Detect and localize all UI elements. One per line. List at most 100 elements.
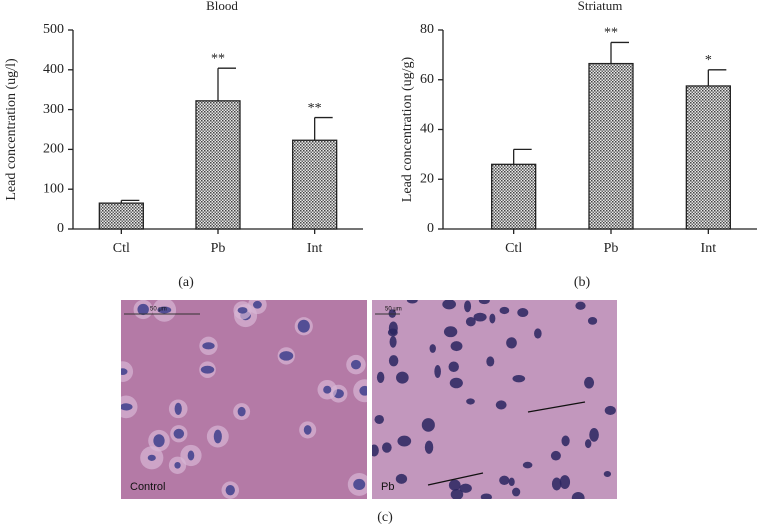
cell-nucleus [489,313,496,324]
chart-title: Striatum [578,0,623,13]
cell-nucleus [157,306,172,314]
cell-nucleus [466,398,475,405]
cell-nucleus [359,385,367,396]
y-axis-label: Lead concentration (ug/g) [400,56,415,202]
scale-bar-label: 50 μm [385,307,402,313]
y-tick-label: 0 [427,221,434,236]
cell-nucleus [534,328,542,339]
cell-nucleus [517,308,529,318]
cell-nucleus [200,365,215,374]
cell-nucleus [147,454,156,461]
cell-nucleus [213,429,222,444]
y-tick-label: 300 [43,102,64,117]
x-tick-label: Pb [211,241,226,256]
cell-nucleus [584,376,595,389]
bar [588,62,634,230]
cell-nucleus [522,461,533,469]
cell-nucleus [323,385,332,394]
cell-nucleus [561,435,570,447]
cell-nucleus [174,461,181,469]
cell-nucleus [571,491,585,499]
cell-nucleus [406,300,418,304]
cell-nucleus [442,300,456,310]
cell-nucleus [499,306,510,315]
cell-nucleus [465,317,476,327]
cell-nucleus [450,489,464,499]
cell-nucleus [448,361,459,373]
cell-nucleus [252,300,262,309]
cell-nucleus [297,319,310,333]
cell-nucleus [589,428,599,442]
cell-nucleus [382,442,392,453]
cell-nucleus [376,371,385,384]
cell-nucleus [121,403,133,411]
cell-nucleus [173,428,185,439]
panel-label: (b) [574,275,591,290]
cell-nucleus [584,439,592,449]
cell-nucleus [508,477,515,487]
y-tick-label: 100 [43,181,64,196]
bar [491,163,537,230]
cell-nucleus [603,470,612,477]
cell-nucleus [506,337,517,349]
cell-nucleus [448,479,461,491]
cell-nucleus [551,477,562,491]
cell-nucleus [587,316,598,325]
panel-label: (a) [178,275,194,290]
cell-nucleus [486,356,495,367]
cell-nucleus [374,414,384,424]
cell-nucleus [478,300,490,305]
cell-nucleus [396,371,409,384]
panel-label: (c) [377,510,393,525]
cell-nucleus [388,355,399,367]
cell-nucleus [575,301,586,310]
cell-nucleus [202,342,215,350]
cell-nucleus [604,405,616,415]
significance-label: ** [308,101,322,116]
y-tick-label: 40 [420,122,434,137]
chart-title: Blood [206,0,238,13]
cell-nucleus [434,364,441,379]
cell-nucleus [450,341,463,352]
cell-nucleus [350,359,361,370]
significance-label: * [705,53,712,68]
cell-nucleus [187,450,195,461]
y-tick-label: 20 [420,171,434,186]
y-tick-label: 0 [57,221,64,236]
cell-nucleus [303,425,312,435]
cell-nucleus [353,478,366,491]
significance-label: ** [604,26,618,41]
bar [292,139,338,230]
scale-bar-label: 50 μm [150,307,167,313]
cell-nucleus [429,344,436,353]
cell-nucleus [388,321,398,335]
y-tick-label: 200 [43,142,64,157]
cell-nucleus [443,326,458,338]
cells [372,300,616,499]
image-label: Control [130,481,165,493]
cell-nucleus [459,483,472,493]
y-tick-label: 60 [420,72,434,87]
cell-nucleus [174,402,182,415]
micrographs: 50 μm 50 μm Control Pb (c) [121,300,617,525]
cell-nucleus [237,307,248,314]
cell-nucleus [499,475,510,485]
cell-nucleus [121,368,128,375]
x-tick-label: Ctl [113,241,130,256]
cell-nucleus [389,335,397,348]
cell-nucleus [464,300,472,313]
cell-nucleus [449,377,463,389]
y-axis-label: Lead concentration (ug/l) [4,58,19,201]
arrow-line [527,401,586,413]
cell-nucleus [424,440,434,454]
cell-nucleus [279,351,294,361]
cell-nucleus [495,400,507,410]
cell-nucleus [137,303,149,316]
cell-nucleus [372,444,379,457]
significance-label: ** [211,51,225,66]
cell-nucleus [473,312,487,322]
y-tick-label: 500 [43,22,64,37]
cell-nucleus [395,473,408,484]
cell-nucleus [421,418,435,432]
bar [195,100,241,230]
